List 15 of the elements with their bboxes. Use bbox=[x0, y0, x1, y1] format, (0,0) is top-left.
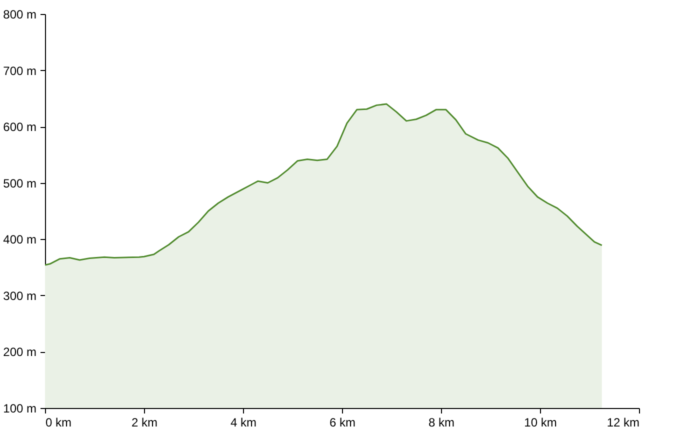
x-tick-label: 8 km bbox=[428, 416, 455, 430]
x-tick-label: 6 km bbox=[329, 416, 356, 430]
y-tick-label: 700 m bbox=[3, 64, 36, 78]
x-tick-label: 0 km bbox=[46, 416, 72, 430]
x-tick-label: 10 km bbox=[524, 416, 557, 430]
y-tick-label: 200 m bbox=[3, 345, 36, 360]
x-tick-label: 2 km bbox=[131, 416, 158, 430]
y-tick-label: 100 m bbox=[3, 402, 36, 416]
y-tick-label: 600 m bbox=[3, 120, 36, 134]
x-tick-label: 12 km bbox=[606, 416, 640, 430]
y-tick-label: 300 m bbox=[3, 288, 36, 303]
x-tick-label: 4 km bbox=[230, 416, 257, 430]
y-tick-label: 400 m bbox=[3, 232, 36, 247]
y-tick-label: 800 m bbox=[3, 8, 36, 22]
y-tick-label: 500 m bbox=[3, 176, 36, 190]
